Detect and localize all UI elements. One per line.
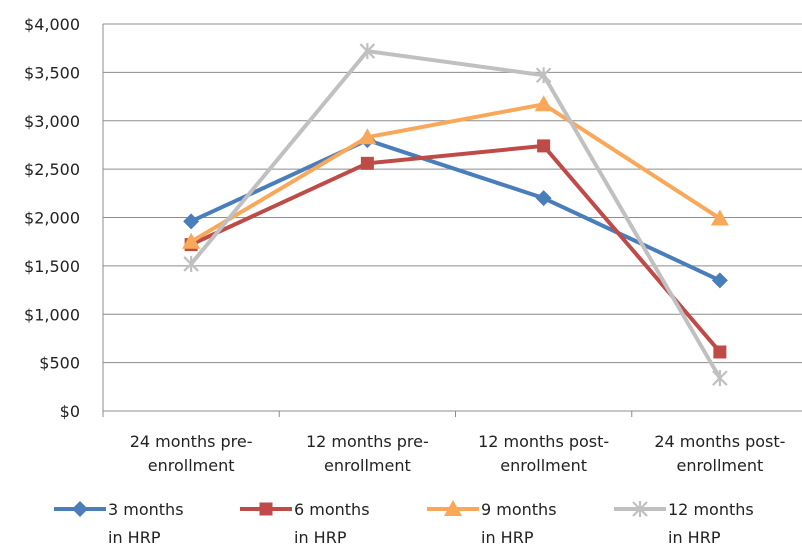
y-tick-label: $3,000 xyxy=(24,112,80,131)
y-tick-label: $3,500 xyxy=(24,63,80,82)
data-point xyxy=(183,255,199,272)
x-tick-label-line: 24 months pre- xyxy=(130,432,253,451)
data-point xyxy=(713,345,727,359)
x-tick-label-line: enrollment xyxy=(500,456,587,475)
data-point xyxy=(360,156,374,170)
x-tick-label-line: 12 months pre- xyxy=(306,432,429,451)
x-tick-label: 12 months pre-enrollment xyxy=(306,432,429,475)
data-point xyxy=(537,139,551,153)
legend-label: 3 months xyxy=(108,500,184,519)
y-tick-label: $1,000 xyxy=(24,305,80,324)
y-tick-label: $4,000 xyxy=(24,15,80,34)
y-tick-label: $1,500 xyxy=(24,257,80,276)
y-axis: $0 $500 $1,000 $1,500 $2,000 $2,500 $3,000 $3,5… xyxy=(24,15,104,421)
y-tick-label: $2,500 xyxy=(24,160,80,179)
legend-swatch-marker xyxy=(444,500,462,516)
legend-label: 9 months xyxy=(481,500,557,519)
legend-item-2: 6 months in HRP xyxy=(240,500,370,547)
legend-item-4: 12 months in HRP xyxy=(614,500,754,547)
x-tick-label-line: 12 months post- xyxy=(478,432,609,451)
data-point xyxy=(712,370,728,387)
data-point xyxy=(535,67,552,84)
y-tick-label: $2,000 xyxy=(24,209,80,228)
x-tick-label: 24 months post-enrollment xyxy=(654,432,785,475)
x-tick-label-line: 24 months post- xyxy=(654,432,785,451)
gridlines xyxy=(103,23,802,364)
series-3 xyxy=(182,95,729,249)
legend-item-3: 9 months in HRP xyxy=(427,500,557,547)
legend-label: in HRP xyxy=(481,528,534,547)
legend-swatch-marker xyxy=(259,502,273,516)
legend-label: 12 months xyxy=(668,500,754,519)
data-point xyxy=(182,232,201,249)
legend-item-1: 3 months in HRP xyxy=(54,500,184,547)
series-line xyxy=(190,102,721,244)
series-4 xyxy=(183,43,728,387)
legend-label: 6 months xyxy=(294,500,370,519)
data-point xyxy=(183,213,200,230)
data-point xyxy=(711,272,728,289)
x-tick-label-line: enrollment xyxy=(148,456,235,475)
legend: 3 months in HRP 6 months in HRP 9 months in H… xyxy=(54,500,754,547)
legend-label: in HRP xyxy=(294,528,347,547)
legend-swatch-marker xyxy=(72,501,88,517)
data-point xyxy=(358,128,377,145)
x-tick-label: 24 months pre-enrollment xyxy=(130,432,253,475)
x-tick-label: 12 months post-enrollment xyxy=(478,432,609,475)
y-tick-label: $0 xyxy=(60,402,80,421)
legend-label: in HRP xyxy=(668,528,721,547)
x-tick-label-line: enrollment xyxy=(324,456,411,475)
series-line xyxy=(190,138,721,283)
legend-swatch-marker xyxy=(632,501,648,517)
data-point xyxy=(534,95,553,112)
series-group xyxy=(182,43,729,387)
data-point xyxy=(535,190,552,207)
legend-label: in HRP xyxy=(108,528,161,547)
series-line xyxy=(189,49,722,380)
data-point xyxy=(710,209,729,226)
y-tick-label: $500 xyxy=(39,354,80,373)
x-tick-label-line: enrollment xyxy=(677,456,764,475)
series-line xyxy=(190,143,722,354)
data-point xyxy=(359,43,376,60)
